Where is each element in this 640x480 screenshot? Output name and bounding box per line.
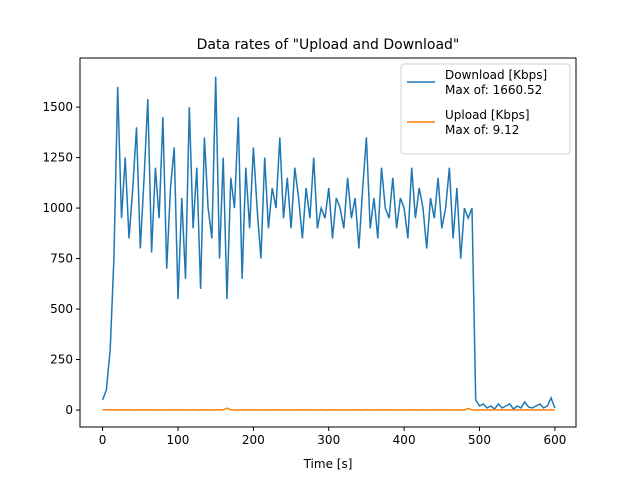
y-tick-label: 1250 [42,151,73,165]
y-tick-label: 1000 [42,201,73,215]
y-tick-label: 0 [65,403,73,417]
legend-label: Upload [Kbps] [445,108,530,122]
legend-max: Max of: 9.12 [445,123,519,137]
y-tick-label: 750 [50,252,73,266]
y-tick-label: 250 [50,353,73,367]
y-tick-label: 500 [50,302,73,316]
y-tick-label: 1500 [42,100,73,114]
legend-max: Max of: 1660.52 [445,83,542,97]
x-tick-label: 300 [317,433,340,447]
x-axis-label: Time [s] [303,457,353,471]
x-tick-label: 0 [99,433,107,447]
chart-title: Data rates of "Upload and Download" [197,37,460,53]
legend-label: Download [Kbps] [445,68,547,82]
x-tick-label: 100 [167,433,190,447]
legend-box [400,63,571,155]
line-series [101,76,556,411]
x-tick-label: 600 [543,433,566,447]
x-tick-label: 500 [468,433,491,447]
plot-frame [79,57,577,428]
x-tick-label: 200 [242,433,265,447]
x-tick-label: 400 [393,433,416,447]
line-series [102,407,555,411]
